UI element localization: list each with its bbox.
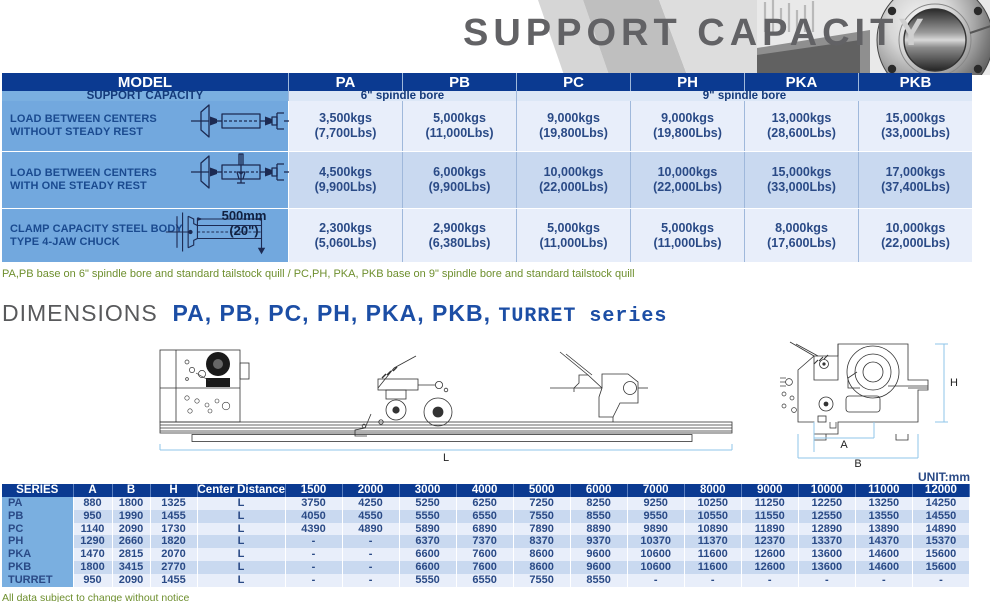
svg-text:H: H: [950, 377, 958, 389]
svg-text:A: A: [840, 439, 848, 451]
svg-text:B: B: [854, 458, 861, 470]
svg-text:L: L: [443, 452, 449, 464]
